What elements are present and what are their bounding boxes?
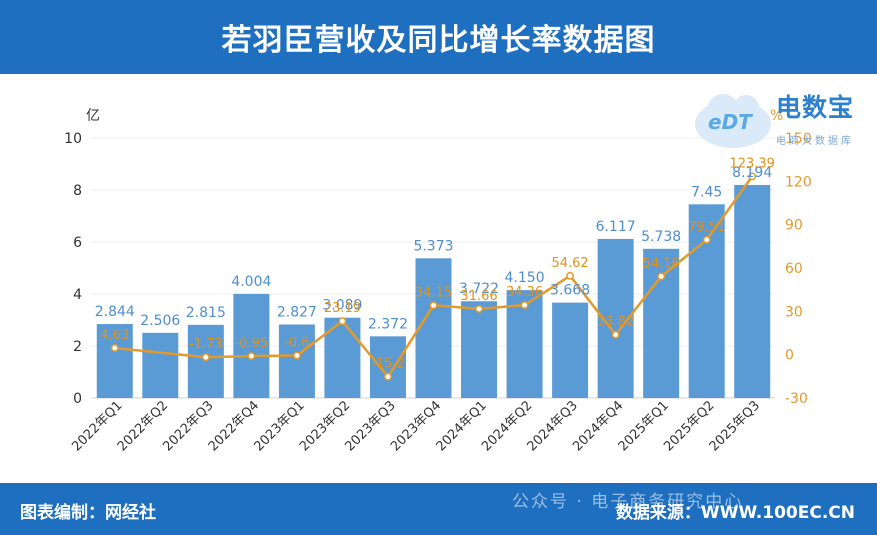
y-right-tick-label: 120 <box>785 174 812 190</box>
line-point <box>201 353 210 362</box>
line-value-label: -0.6 <box>284 336 309 351</box>
bar-value-label: 2.815 <box>186 305 226 321</box>
line-point <box>702 235 711 244</box>
line-value-label: -15.2 <box>371 357 405 372</box>
logo-brand-text: 电数宝 <box>776 93 855 122</box>
y-right-tick-label: 0 <box>785 348 794 364</box>
bar-value-label: 2.506 <box>140 313 180 329</box>
line-value-label: 34.36 <box>506 285 543 300</box>
footer-source: 数据来源：WWW.100EC.CN <box>615 503 855 523</box>
bar-value-label: 8.194 <box>732 165 772 181</box>
y-left-tick-label: 2 <box>73 339 82 355</box>
bar <box>461 301 498 398</box>
line-value-label: 79.51 <box>688 220 725 235</box>
bar-value-label: 3.668 <box>550 283 590 299</box>
line-value-label: 13.82 <box>597 315 634 330</box>
y-left-tick-label: 6 <box>73 235 82 251</box>
bar-value-label: 5.373 <box>413 238 453 254</box>
line-value-label: 54.16 <box>643 256 680 271</box>
footer-author: 图表编制：网经社 <box>20 503 156 523</box>
bar-value-label: 5.738 <box>641 229 681 245</box>
line-point <box>657 272 666 281</box>
logo-sub-text: 电商大数据库 <box>776 136 854 147</box>
bar <box>96 324 133 398</box>
y-right-tick-label: 30 <box>785 304 803 320</box>
brand-logo: eDT 电数宝 电商大数据库 <box>688 84 877 160</box>
chart-area: 0 2 4 6 8 10 -30 0 30 60 90 120 150 亿% 2.844 2.506 2.815… <box>0 74 877 483</box>
bar-value-label: 2.844 <box>95 304 135 320</box>
bar-value-label: 3.089 <box>322 298 362 314</box>
line-value-label: 31.66 <box>460 289 497 304</box>
line-value-label: 34.15 <box>415 285 452 300</box>
bar-value-label: 4.150 <box>505 270 545 286</box>
y-right-tick-label: 150 <box>785 131 812 147</box>
y-left-tick-label: 0 <box>73 391 82 407</box>
line-value-label: 4.63 <box>100 328 129 343</box>
footer-watermark: 公众号 · 电子商务研究中心 <box>512 492 744 512</box>
line-point <box>429 301 438 310</box>
logo-edt-text: eDT <box>708 110 752 134</box>
bar <box>142 332 179 398</box>
line-point <box>110 344 119 352</box>
bar <box>369 336 406 398</box>
line-point <box>520 301 529 309</box>
y-right-tick-label: 60 <box>785 261 803 277</box>
line-value-label: 54.62 <box>551 256 588 271</box>
y-right-unit: % <box>770 108 783 124</box>
bar <box>278 324 315 398</box>
y-left-tick-label: 4 <box>73 287 82 303</box>
bar <box>415 258 452 398</box>
bar <box>734 184 771 398</box>
line-point <box>475 304 483 313</box>
y-right-tick-label: 90 <box>785 218 803 234</box>
line-value-label: 123.39 <box>729 156 775 171</box>
bar-value-label: 4.004 <box>231 274 271 290</box>
line-point <box>748 172 757 181</box>
line-point <box>566 271 575 280</box>
y-left-tick-label: 8 <box>73 183 82 199</box>
y-left-unit: 亿 <box>86 108 100 124</box>
bar <box>187 324 224 398</box>
header-bar: 若羽臣营收及同比增长率数据图 <box>0 0 877 74</box>
line-point <box>338 317 347 326</box>
cloud-icon <box>695 94 771 148</box>
bar-value-label: 2.372 <box>368 316 408 332</box>
line-value-label: -0.95 <box>235 336 269 351</box>
revenue-growth-chart: 0 2 4 6 8 10 -30 0 30 60 90 120 150 亿 % 2.844 2.506 2.815… <box>64 108 812 455</box>
line-point <box>384 372 392 381</box>
bar <box>552 302 589 398</box>
line-point <box>292 351 301 360</box>
line-value-label: 23.19 <box>324 301 361 316</box>
page-title: 若羽臣营收及同比增长率数据图 <box>221 23 656 58</box>
bar-value-label: 6.117 <box>596 219 636 235</box>
y-right-tick-label: -30 <box>785 391 808 407</box>
footer-bar: 图表编制：网经社 公众号 · 电子商务研究中心 数据来源：WWW.100EC.C… <box>0 483 877 535</box>
line-point <box>247 352 256 360</box>
line-point <box>611 330 620 339</box>
y-left-tick-label: 10 <box>64 131 82 147</box>
line-value-label: -1.73 <box>189 337 223 352</box>
bar-value-label: 2.827 <box>277 304 317 320</box>
bar-value-label: 7.45 <box>691 184 722 200</box>
growth-line <box>114 175 754 379</box>
bar-value-label: 3.722 <box>459 281 499 297</box>
bar <box>233 293 270 398</box>
